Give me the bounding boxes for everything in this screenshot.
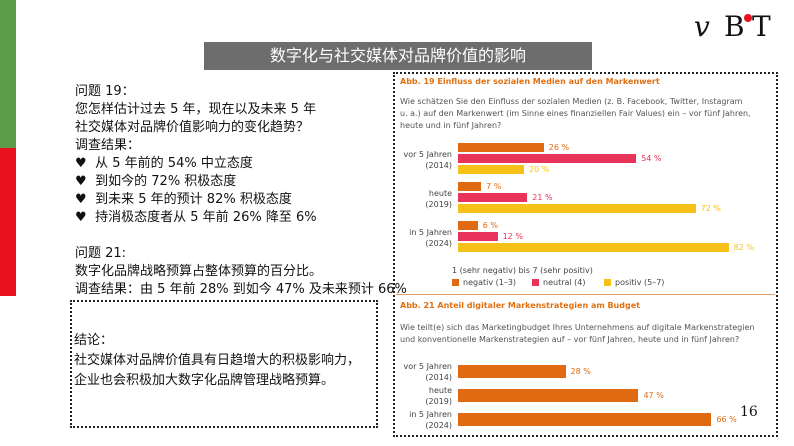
slide-title: 数字化与社交媒体对品牌价值的影响 <box>204 42 592 70</box>
conclusion-box <box>70 300 378 428</box>
bar-value-label: 54 % <box>641 154 662 163</box>
conclusion-text: 结论： 社交媒体对品牌价值具有日趋增大的积极影响力， 企业也会积极加大数字化品牌… <box>74 331 382 391</box>
bullet-item: ♥ 持消极态度者从 5 年前 26% 降至 6% <box>75 210 317 225</box>
bar <box>458 193 528 202</box>
bar-value-label: 6 % <box>482 221 499 230</box>
green-side-bar <box>0 0 16 148</box>
q21-label: 问题 21: <box>75 246 127 261</box>
bar-value-label: 26 % <box>548 143 570 152</box>
chart-separator <box>396 294 775 295</box>
q19-line2: 社交媒体对品牌价值影响力的变化趋势？ <box>75 120 310 135</box>
bar <box>458 221 478 230</box>
q21-line1: 数字化品牌战略预算占整体预算的百分比。 <box>75 264 323 279</box>
conclusion-line1: 社交媒体对品牌价值具有日趋增大的积极影响力， <box>74 353 361 368</box>
bar-value-label: 21 % <box>532 193 553 202</box>
red-side-bar <box>0 148 16 296</box>
category-label: vor 5 Jahren (2014) <box>403 150 452 170</box>
chart2-title: Abb. 21 Anteil digitaler Markenstrategie… <box>400 301 640 310</box>
bar <box>458 182 482 191</box>
chart1-title: Abb. 19 Einfluss der sozialen Medien auf… <box>400 77 660 86</box>
bar-value-label: 28 % <box>570 367 591 376</box>
heart-icon: ♥ <box>75 192 87 207</box>
conclusion-label: 结论： <box>74 333 114 348</box>
chart-panel <box>393 72 778 437</box>
bar-value-label: 20 % <box>529 165 550 174</box>
bar-value-label: 82 % <box>733 243 754 252</box>
category-label: heute (2019) <box>425 189 452 209</box>
bar <box>458 204 696 213</box>
category-label: in 5 Jahren (2024) <box>409 410 452 430</box>
heart-icon: ♥ <box>75 210 87 225</box>
category-label: in 5 Jahren (2024) <box>409 228 452 248</box>
bar-value-label: 66 % <box>716 415 737 424</box>
bar <box>458 413 712 426</box>
legend-item-positiv: positiv (5–7) <box>604 278 664 287</box>
bar <box>458 232 498 241</box>
legend-item-neutral: neutral (4) <box>532 278 586 287</box>
bullet-item: ♥ 到如今的 72% 积极态度 <box>75 174 237 189</box>
bar <box>458 165 524 174</box>
bar <box>458 365 566 378</box>
bar <box>458 154 637 163</box>
heart-icon: ♥ <box>75 174 87 189</box>
bar <box>458 143 544 152</box>
chart1-scale-note: 1 (sehr negativ) bis 7 (sehr positiv) <box>452 266 593 275</box>
q21-result: 调查结果：由 5 年前 28% 到如今 47% 及未来预计 66% <box>75 282 407 297</box>
legend-item-negativ: negativ (1–3) <box>452 278 516 287</box>
page-number: 16 <box>740 404 758 420</box>
survey-label: 调查结果： <box>75 138 141 153</box>
bullet-item: ♥ 从 5 年前的 54% 中立态度 <box>75 156 253 171</box>
conclusion-line2: 企业也会积极加大数字化品牌管理战略预算。 <box>74 373 335 388</box>
bar <box>458 243 729 252</box>
bar-value-label: 72 % <box>700 204 721 213</box>
bullet-item: ♥ 到未来 5 年的预计 82% 积极态度 <box>75 192 292 207</box>
bar-value-label: 7 % <box>486 182 502 191</box>
q19-label: 问题 19： <box>75 84 135 99</box>
chart2-question: Wie teilt(e) sich das Marketingbudget Ih… <box>400 323 755 344</box>
bar-value-label: 12 % <box>502 232 523 241</box>
bar <box>458 389 639 402</box>
category-label: heute (2019) <box>425 386 452 406</box>
heart-icon: ♥ <box>75 156 87 171</box>
left-text-block: 问题 19： 您怎样估计过去 5 年，现在以及未来 5 年 社交媒体对品牌价值影… <box>75 83 407 299</box>
q19-line1: 您怎样估计过去 5 年，现在以及未来 5 年 <box>75 102 317 117</box>
bar-value-label: 47 % <box>643 391 664 400</box>
chart1-question: Wie schätzen Sie den Einfluss der sozial… <box>400 97 751 130</box>
category-label: vor 5 Jahren (2014) <box>403 362 452 382</box>
